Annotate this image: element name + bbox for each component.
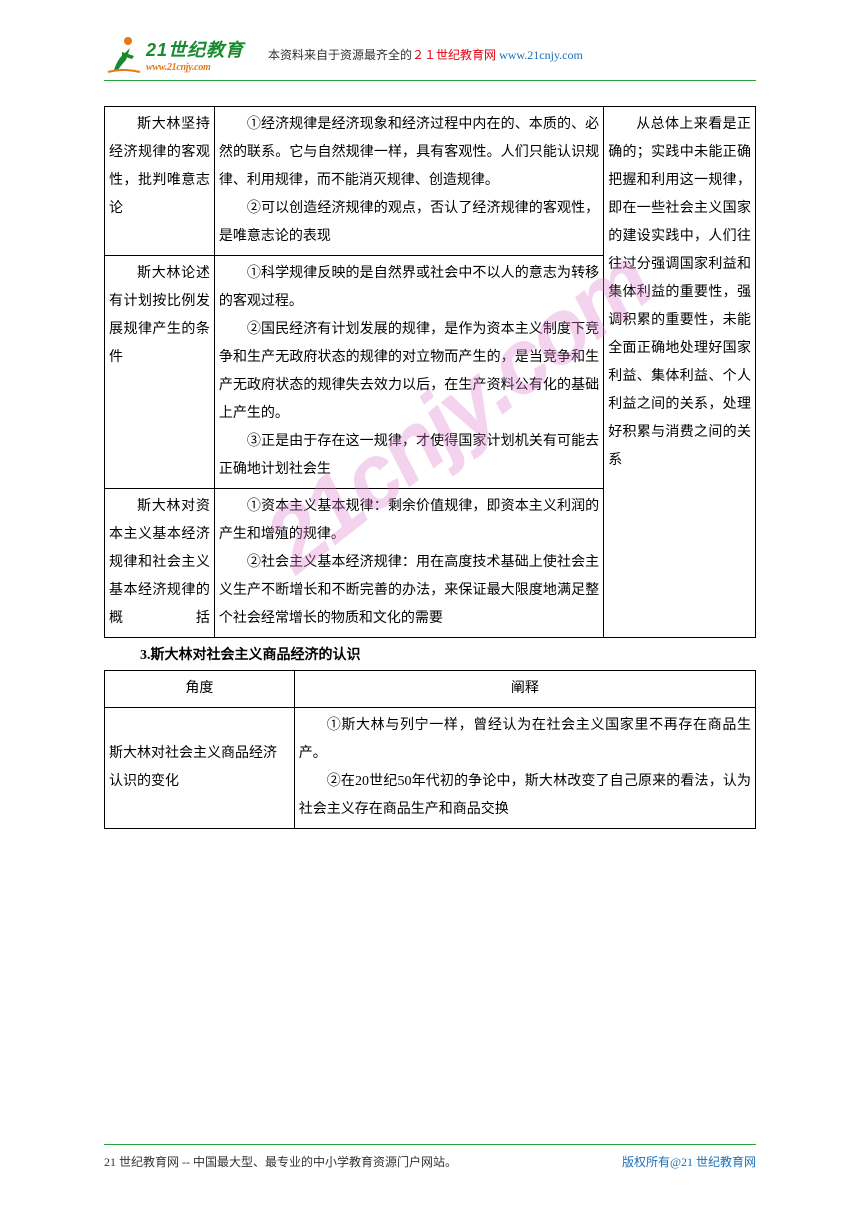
secondary-table: 角度 阐释 斯大林对社会主义商品经济认识的变化 ①斯大林与列宁一样，曾经认为在社… <box>104 670 756 829</box>
cell-summary: 从总体上来看是正确的；实践中未能正确把握和利用这一规律，即在一些社会主义国家的建… <box>604 107 756 638</box>
cell-topic: 斯大林坚持经济规律的客观性，批判唯意志论 <box>105 107 215 256</box>
para: ②可以创造经济规律的观点，否认了经济规律的客观性，是唯意志论的表现 <box>219 195 599 251</box>
para: ②在20世纪50年代初的争论中，斯大林改变了自己原来的看法，认为社会主义存在商品… <box>299 768 751 824</box>
topic-text: 斯大林对资本主义基本经济规律和社会主义基本经济规律的概括 <box>109 493 210 633</box>
header-desc-url: www.21cnjy.com <box>496 48 583 62</box>
logo-cn-text: 21世纪教育 <box>146 36 244 62</box>
cell-explanation: ①斯大林与列宁一样，曾经认为在社会主义国家里不再存在商品生产。 ②在20世纪50… <box>294 708 755 829</box>
page-footer: 21 世纪教育网 -- 中国最大型、最专业的中小学教育资源门户网站。 版权所有@… <box>104 1144 756 1170</box>
para: ①经济规律是经济现象和经济过程中内在的、本质的、必然的联系。它与自然规律一样，具… <box>219 111 599 195</box>
para: ①资本主义基本规律：剩余价值规律，即资本主义利润的产生和增殖的规律。 <box>219 493 599 549</box>
runner-icon <box>104 34 144 74</box>
table-row: 斯大林坚持经济规律的客观性，批判唯意志论 ①经济规律是经济现象和经济过程中内在的… <box>105 107 756 256</box>
main-table: 斯大林坚持经济规律的客观性，批判唯意志论 ①经济规律是经济现象和经济过程中内在的… <box>104 106 756 638</box>
para: ①科学规律反映的是自然界或社会中不以人的意志为转移的客观过程。 <box>219 260 599 316</box>
logo-text: 21世纪教育 www.21cnjy.com <box>146 36 244 73</box>
column-header: 阐释 <box>294 671 755 708</box>
column-header: 角度 <box>105 671 295 708</box>
para: ②国民经济有计划发展的规律，是作为资本主义制度下竞争和生产无政府状态的规律的对立… <box>219 316 599 428</box>
footer-divider <box>104 1144 756 1145</box>
header-divider <box>104 80 756 81</box>
summary-text: 从总体上来看是正确的；实践中未能正确把握和利用这一规律，即在一些社会主义国家的建… <box>608 111 751 475</box>
cell-explanation: ①资本主义基本规律：剩余价值规律，即资本主义利润的产生和增殖的规律。 ②社会主义… <box>214 489 603 638</box>
logo-en-text: www.21cnjy.com <box>146 62 244 73</box>
header-desc-highlight: ２１世纪教育网 <box>412 48 496 62</box>
footer-left: 21 世纪教育网 -- 中国最大型、最专业的中小学教育资源门户网站。 <box>104 1153 457 1170</box>
cell-topic: 斯大林对资本主义基本经济规律和社会主义基本经济规律的概括 <box>105 489 215 638</box>
section-heading: 3.斯大林对社会主义商品经济的认识 <box>140 644 756 664</box>
table-header-row: 角度 阐释 <box>105 671 756 708</box>
cell-explanation: ①科学规律反映的是自然界或社会中不以人的意志为转移的客观过程。 ②国民经济有计划… <box>214 256 603 489</box>
site-logo: 21世纪教育 www.21cnjy.com <box>104 34 244 74</box>
page-content: 斯大林坚持经济规律的客观性，批判唯意志论 ①经济规律是经济现象和经济过程中内在的… <box>104 106 756 829</box>
para: ②社会主义基本经济规律：用在高度技术基础上使社会主义生产不断增长和不断完善的办法… <box>219 549 599 633</box>
cell-explanation: ①经济规律是经济现象和经济过程中内在的、本质的、必然的联系。它与自然规律一样，具… <box>214 107 603 256</box>
cell-topic: 斯大林对社会主义商品经济认识的变化 <box>105 708 295 829</box>
header-desc-prefix: 本资料来自于资源最齐全的 <box>268 48 412 62</box>
header-description: 本资料来自于资源最齐全的２１世纪教育网 www.21cnjy.com <box>268 46 583 63</box>
footer-text: 21 世纪教育网 -- 中国最大型、最专业的中小学教育资源门户网站。 版权所有@… <box>104 1153 756 1170</box>
cell-topic: 斯大林论述有计划按比例发展规律产生的条件 <box>105 256 215 489</box>
para: ③正是由于存在这一规律，才使得国家计划机关有可能去正确地计划社会生 <box>219 428 599 484</box>
footer-right: 版权所有@21 世纪教育网 <box>622 1153 756 1170</box>
table-row: 斯大林对社会主义商品经济认识的变化 ①斯大林与列宁一样，曾经认为在社会主义国家里… <box>105 708 756 829</box>
para: ①斯大林与列宁一样，曾经认为在社会主义国家里不再存在商品生产。 <box>299 712 751 768</box>
topic-text: 斯大林坚持经济规律的客观性，批判唯意志论 <box>109 111 210 223</box>
topic-text: 斯大林论述有计划按比例发展规律产生的条件 <box>109 260 210 372</box>
page-header: 21世纪教育 www.21cnjy.com 本资料来自于资源最齐全的２１世纪教育… <box>104 30 756 78</box>
